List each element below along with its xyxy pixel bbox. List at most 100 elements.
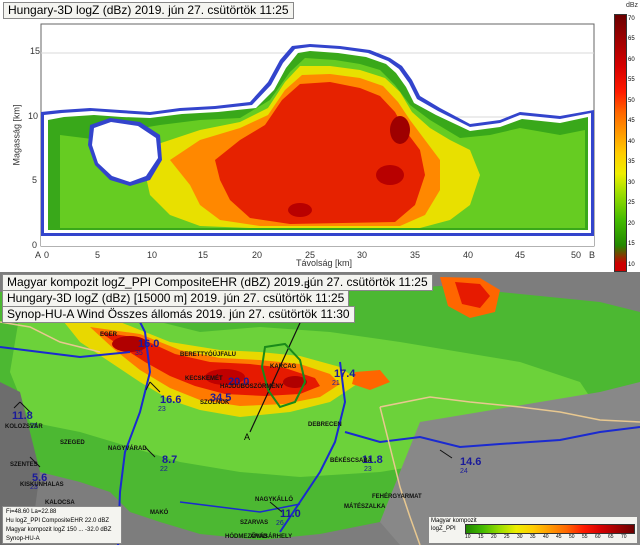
map-header-line-1: Magyar kompozit logZ_PPI CompositeEHR (d… <box>2 274 433 291</box>
x-tick: 30 <box>357 250 368 260</box>
legend-ramp <box>465 524 635 534</box>
legend-tick: 30 <box>517 534 523 540</box>
station-value: 34.5 <box>210 392 232 404</box>
x-tick: 5 <box>95 250 101 260</box>
map-legend: Magyar kompozit logZ_PPI 10 15 20 25 30 … <box>428 516 638 544</box>
top-panel: Hungary-3D logZ (dBz) 2019. jún 27. csüt… <box>0 0 606 272</box>
town-label: SZEGED <box>60 440 85 446</box>
colorbar-tick: 40 <box>628 139 635 145</box>
town-label: NAGYKÁLLÓ <box>255 497 293 503</box>
cursor-info-line: Synop-HU-A <box>6 536 40 542</box>
town-label: SZARVAS <box>240 520 269 526</box>
town-label: KECSKEMÉT <box>185 376 223 382</box>
y-tick: 0 <box>32 240 38 250</box>
station-code: 22 <box>160 466 168 473</box>
station-code: 23 <box>30 484 38 491</box>
colorbar-tick: 45 <box>628 118 635 124</box>
colorbar-tick: 65 <box>628 36 635 42</box>
legend-subtitle: logZ_PPI <box>431 526 456 532</box>
colorbar-tick: 20 <box>628 221 635 227</box>
colorbar-tick: 35 <box>628 159 635 165</box>
station-code: 23 <box>158 406 166 413</box>
colorbar-tick: 50 <box>628 98 635 104</box>
map-header-line-3: Synop-HU-A Wind Összes állomás 2019. jún… <box>2 306 355 323</box>
colorbar-unit: dBz <box>626 2 639 9</box>
legend-tick: 35 <box>530 534 536 540</box>
town-label: BÉKÉSCSABA <box>330 458 373 464</box>
station-value: 11.0 <box>280 508 301 520</box>
town-label: MAKÓ <box>150 510 169 516</box>
station-value: 5.6 <box>32 472 48 484</box>
colorbar-tick: 30 <box>628 180 635 186</box>
legend-tick: 40 <box>543 534 549 540</box>
y-tick: 15 <box>30 46 41 56</box>
section-label-b: B <box>304 280 311 290</box>
legend-tick: 55 <box>582 534 588 540</box>
town-label: SZENTES <box>10 462 38 468</box>
legend-tick: 10 <box>465 534 471 540</box>
cursor-info-box: Fi=48.60 La=22.88 Hu logZ_PPI CompositeE… <box>2 506 122 544</box>
station-value: 11.8 <box>362 454 383 466</box>
station-code: 35 <box>135 350 143 357</box>
station-value: 20.0 <box>228 376 250 388</box>
town-label: SZOLNOK <box>200 400 230 406</box>
town-label: KARCAG <box>270 364 297 370</box>
legend-tick: 50 <box>569 534 575 540</box>
station-value: 17.4 <box>334 368 356 380</box>
section-label-a: A <box>244 432 251 442</box>
y-tick: 5 <box>32 175 38 185</box>
y-tick: 10 <box>28 111 39 121</box>
legend-tick: 20 <box>491 534 497 540</box>
station-value: 16.6 <box>160 394 182 406</box>
station-code: 21 <box>332 380 340 387</box>
town-label: DEBRECEN <box>308 422 342 428</box>
station-value: 8.7 <box>162 454 178 466</box>
colorbar-tick: 70 <box>628 16 635 22</box>
end-label-a: A <box>35 250 42 260</box>
station-value: 14.6 <box>460 456 482 468</box>
top-panel-title: Hungary-3D logZ (dBz) 2019. jún 27. csüt… <box>3 2 294 19</box>
town-label: KOLOZSVÁR <box>5 424 43 430</box>
legend-tick: 65 <box>608 534 614 540</box>
legend-tick: 45 <box>556 534 562 540</box>
cursor-info-line: Hu logZ_PPI CompositeEHR 22.0 dBZ <box>6 518 110 524</box>
town-label: ARAD <box>250 534 268 540</box>
map-panel: Magyar kompozit logZ_PPI CompositeEHR (d… <box>0 272 640 545</box>
x-tick: 45 <box>515 250 526 260</box>
town-label: BERETTYÓÚJFALU <box>180 352 237 358</box>
station-code: 24 <box>460 468 468 475</box>
x-tick: 20 <box>252 250 263 260</box>
town-label: EGER <box>100 332 118 338</box>
station-code: 25 <box>30 423 38 430</box>
legend-tick: 60 <box>595 534 601 540</box>
x-tick: 40 <box>463 250 474 260</box>
station-code: 26 <box>276 520 284 527</box>
town-label: KISKUNHALAS <box>20 482 64 488</box>
town-label: FEHÉRGYARMAT <box>372 494 422 500</box>
end-label-b: B <box>589 250 596 260</box>
station-code: 23 <box>364 466 372 473</box>
colorbar-tick: 60 <box>628 57 635 63</box>
colorbar-ramp <box>614 14 627 272</box>
x-tick: 10 <box>147 250 158 260</box>
x-tick: 50 <box>571 250 582 260</box>
legend-tick: 25 <box>504 534 510 540</box>
x-tick: 15 <box>198 250 209 260</box>
town-label: MÁTÉSZALKA <box>344 504 386 510</box>
station-value: 16.0 <box>138 338 160 350</box>
town-label: HAJDÚBÖSZÖRMÉNY <box>220 384 284 390</box>
cursor-info-line: Fi=48.60 La=22.88 <box>6 509 57 515</box>
colorbar: dBz 70 65 60 55 50 45 40 35 30 25 20 15 … <box>606 0 640 272</box>
x-tick: 35 <box>410 250 421 260</box>
x-axis-label: Távolság [km] <box>296 258 353 268</box>
station-value: 11.8 <box>12 410 33 422</box>
colorbar-tick: 55 <box>628 77 635 83</box>
cursor-info-line: Magyar kompozit logZ 150 ... -32.0 dBZ <box>6 527 112 533</box>
cross-section-plot <box>40 23 595 247</box>
colorbar-tick: 25 <box>628 200 635 206</box>
town-label: NAGYVÁRAD <box>108 446 147 452</box>
legend-tick: 70 <box>621 534 627 540</box>
x-tick: 0 <box>44 250 50 260</box>
legend-tick: 15 <box>478 534 484 540</box>
town-label: HÓDMEZŐVÁSÁRHELY <box>225 534 293 540</box>
